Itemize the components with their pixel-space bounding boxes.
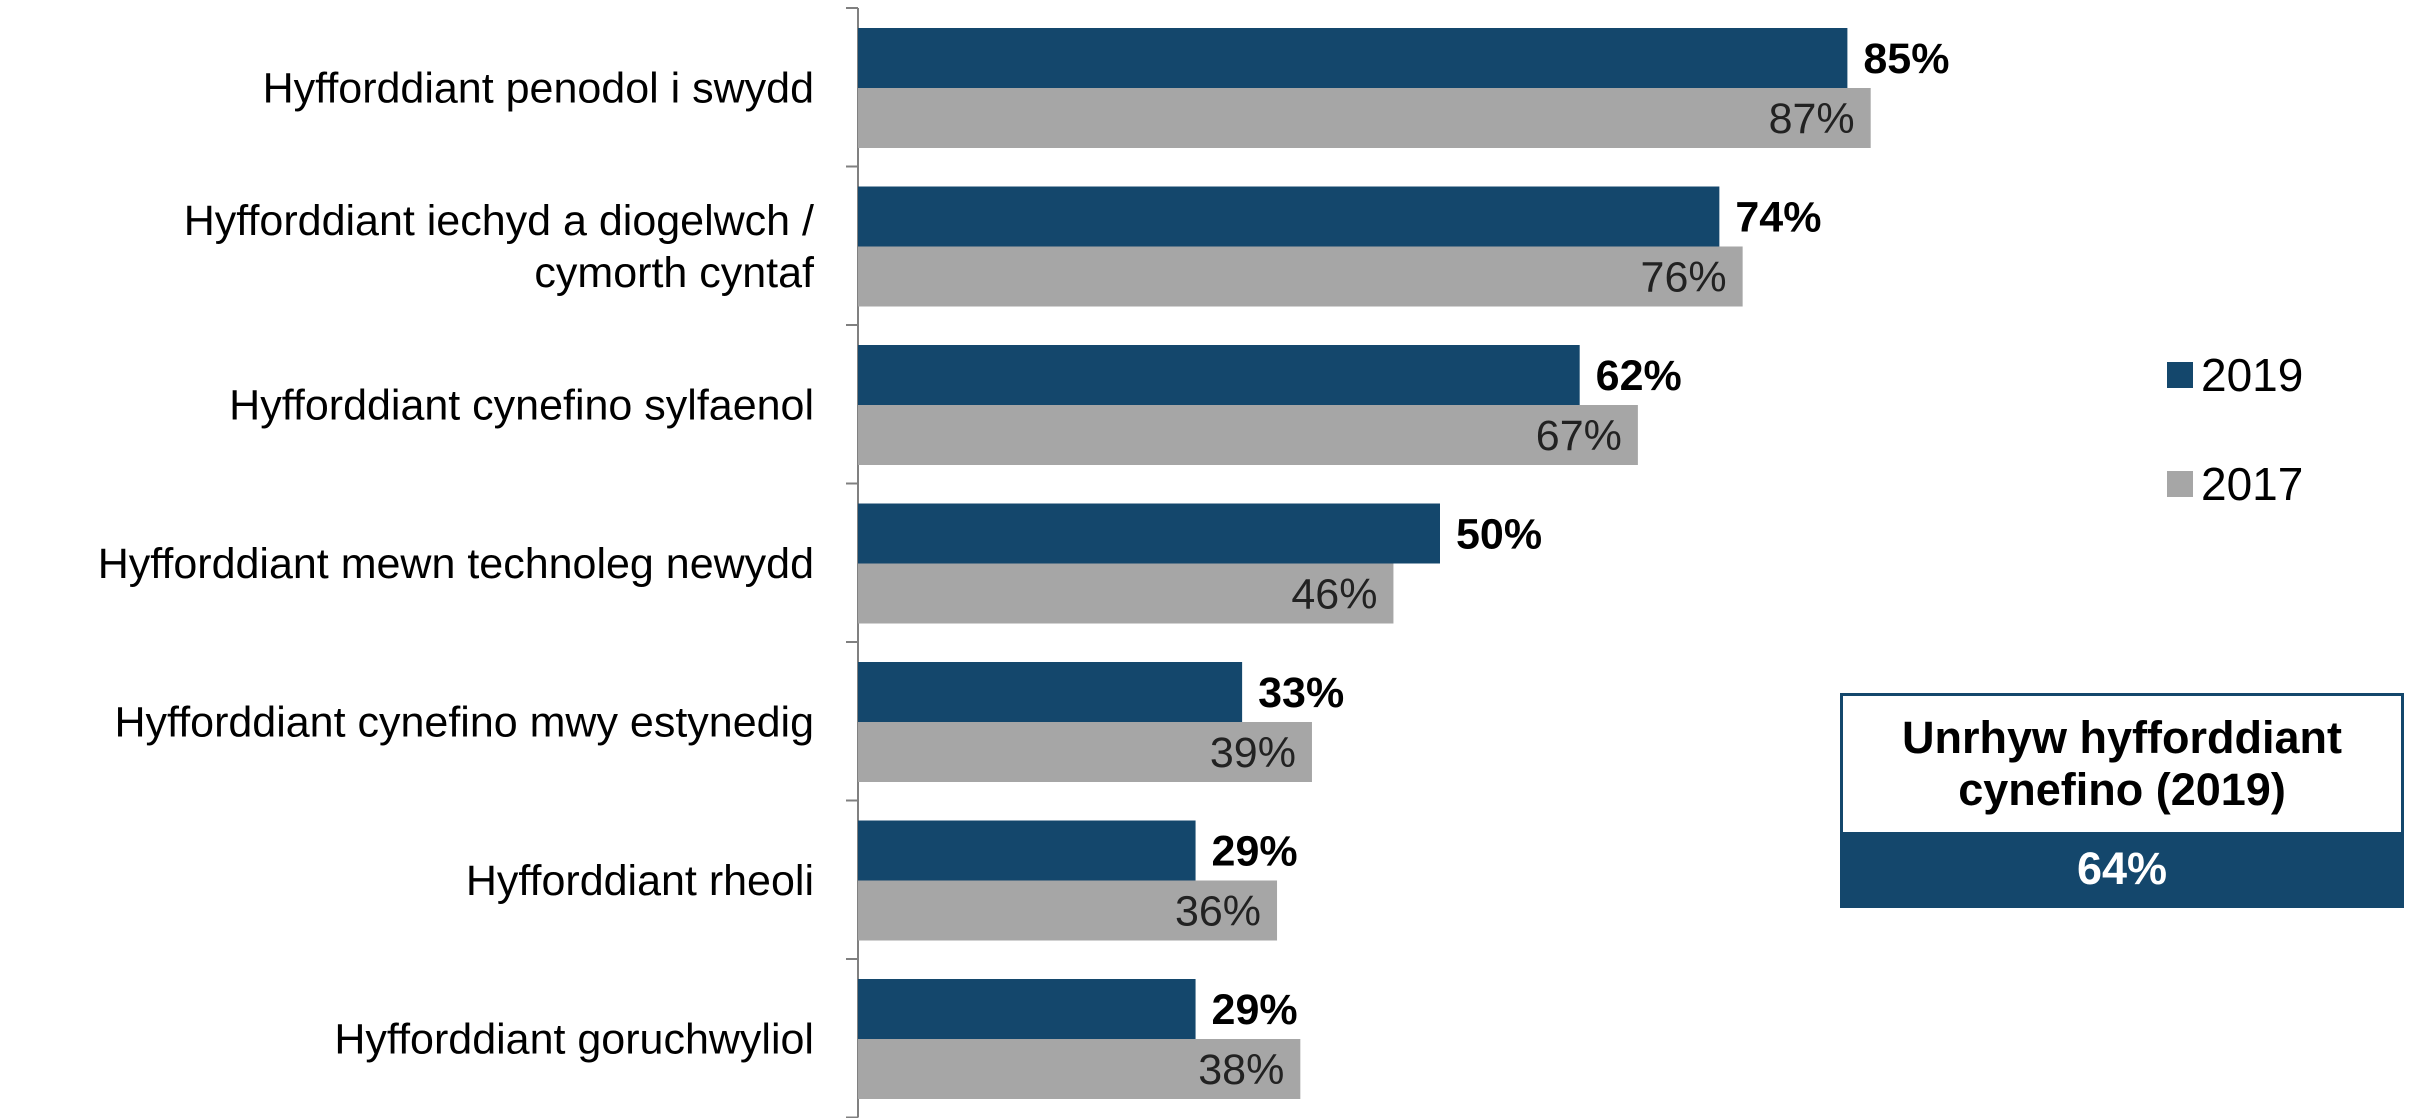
data-label-2019: 29%	[1212, 986, 1298, 1034]
legend-label-2017: 2017	[2201, 458, 2303, 510]
legend-label-2019: 2019	[2201, 349, 2303, 401]
bar-2017	[858, 88, 1871, 148]
data-label-2017: 87%	[1769, 95, 1855, 143]
bar-2019	[858, 979, 1196, 1039]
bar-2019	[858, 662, 1243, 722]
data-label-2017: 67%	[1536, 412, 1622, 460]
bar-2017	[858, 722, 1312, 782]
data-label-2017: 36%	[1175, 888, 1261, 936]
data-label-2017: 46%	[1291, 571, 1377, 619]
bar-2017	[858, 1039, 1301, 1099]
category-label: Hyfforddiant mewn technoleg newydd	[98, 540, 814, 588]
category-label: Hyfforddiant cynefino mwy estynedig	[114, 698, 814, 746]
data-label-2017: 76%	[1641, 254, 1727, 302]
data-label-2019: 50%	[1456, 511, 1542, 559]
data-label-2019: 29%	[1212, 828, 1298, 876]
category-label: Hyfforddiant iechyd a diogelwch / cymorth…	[184, 197, 815, 297]
category-label: Hyfforddiant goruchwyliol	[334, 1015, 814, 1063]
bar-2017	[858, 563, 1394, 624]
summary-title: Unrhyw hyfforddiant cynefino (2019)	[1902, 712, 2342, 815]
summary-box: Unrhyw hyfforddiant cynefino (2019) 64%	[1840, 693, 2404, 908]
data-label-2019: 33%	[1258, 669, 1344, 717]
bar-2017	[858, 880, 1278, 941]
data-label-2017: 39%	[1210, 729, 1296, 777]
summary-value: 64%	[1843, 832, 2401, 905]
data-label-2019: 85%	[1863, 35, 1949, 83]
bar-2017	[858, 246, 1743, 307]
bar-2019	[858, 820, 1196, 881]
category-label: Hyfforddiant rheoli	[466, 857, 814, 905]
legend-swatch-2019	[2167, 362, 2193, 388]
data-label-2019: 74%	[1735, 194, 1821, 242]
data-label-2019: 62%	[1596, 352, 1682, 400]
bar-2019	[858, 186, 1720, 247]
bar-2019	[858, 28, 1848, 88]
bar-2019	[858, 345, 1580, 405]
data-label-2017: 38%	[1198, 1046, 1284, 1094]
bar-2019	[858, 503, 1440, 564]
bar-2017	[858, 405, 1638, 465]
category-label: Hyfforddiant penodol i swydd	[263, 64, 814, 112]
category-label: Hyfforddiant cynefino sylfaenol	[229, 381, 814, 429]
legend-swatch-2017	[2167, 471, 2193, 497]
